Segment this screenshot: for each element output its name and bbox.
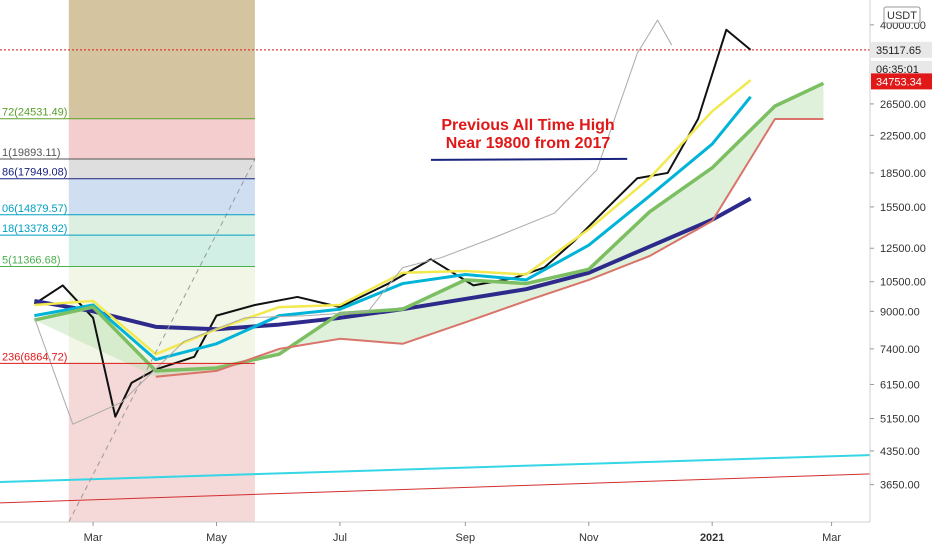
fib-zone <box>68 363 255 522</box>
price-tick-label: 18500.00 <box>880 168 926 180</box>
time-tick-label: 2021 <box>700 532 724 544</box>
price-tag-box <box>871 41 932 58</box>
series-line <box>34 81 825 373</box>
fib-level-label: 5(11366.68) <box>2 254 61 266</box>
series-layer <box>33 19 825 425</box>
annotation-line-1: Previous All Time High <box>441 117 614 134</box>
fib-zone <box>68 235 255 267</box>
series-line <box>34 79 752 356</box>
price-tag-box <box>871 60 932 77</box>
series-line <box>33 19 673 425</box>
drawing-overlays <box>0 49 932 523</box>
series-line <box>34 95 752 362</box>
price-tick-label: 12500.00 <box>880 243 926 255</box>
fib-labels: 8(47484.64)72(24531.49)1(19893.11)86(179… <box>0 107 255 364</box>
fib-zones <box>68 0 255 522</box>
time-axis[interactable]: Mar May Jul Sep Nov 2021 Mar <box>84 522 842 544</box>
price-tick-label: 3650.00 <box>880 480 920 492</box>
price-tick-label: 15500.00 <box>880 202 926 214</box>
fib-zone <box>68 118 255 159</box>
fib-zone <box>68 158 255 179</box>
annotation-line-2: Near 19800 from 2017 <box>446 135 611 152</box>
time-axis-background <box>0 522 932 550</box>
price-tick-label: 6150.00 <box>880 379 920 391</box>
price-tick-label: 10500.00 <box>880 277 926 289</box>
price-tag-label: 35117.65 <box>876 45 921 57</box>
time-tick-label: Sep <box>456 532 476 544</box>
price-tick-label: 22500.00 <box>880 130 926 142</box>
time-tick-label: Nov <box>579 532 599 544</box>
fib-zone <box>68 178 255 215</box>
price-tag-label: 06:35:01 <box>876 64 919 76</box>
fib-level-label: 1(19893.11) <box>2 147 61 159</box>
fib-diagonal <box>68 158 256 523</box>
fib-level-label: 18(13378.92) <box>2 223 67 235</box>
currency-unit-label: USDT <box>887 10 917 22</box>
series-line <box>33 28 752 418</box>
price-tick-label: 26500.00 <box>880 99 926 111</box>
time-tick-label: May <box>206 532 227 544</box>
currency-unit-badge[interactable]: USDT <box>883 6 921 24</box>
fib-level-label: 86(17949.08) <box>2 167 67 179</box>
trendline-red <box>0 471 932 504</box>
fib-level-label: 236(6864.72) <box>2 351 67 363</box>
fib-zone <box>68 214 255 236</box>
fib-level-label: 72(24531.49) <box>2 107 67 119</box>
price-axis[interactable]: 40000.0026500.0022500.0018500.0015500.00… <box>870 20 926 492</box>
price-tick-label: 4350.00 <box>880 446 920 458</box>
price-tag-box <box>871 73 932 90</box>
price-tick-label: 9000.00 <box>880 306 920 318</box>
fib-level-label: 06(14879.57) <box>2 203 67 215</box>
previous-ath-line <box>430 157 628 161</box>
price-tag-label: 34753.34 <box>876 76 922 88</box>
series-line <box>155 117 824 378</box>
time-tick-label: Jul <box>333 532 347 544</box>
time-tick-label: Mar <box>84 532 103 544</box>
trendline-cyan <box>0 452 932 484</box>
fib-zone <box>68 0 255 119</box>
price-tick-label: 7400.00 <box>880 344 920 356</box>
price-tick-label: 5150.00 <box>880 414 920 426</box>
cloud-fill <box>34 83 824 377</box>
time-tick-label: Mar <box>822 532 841 544</box>
